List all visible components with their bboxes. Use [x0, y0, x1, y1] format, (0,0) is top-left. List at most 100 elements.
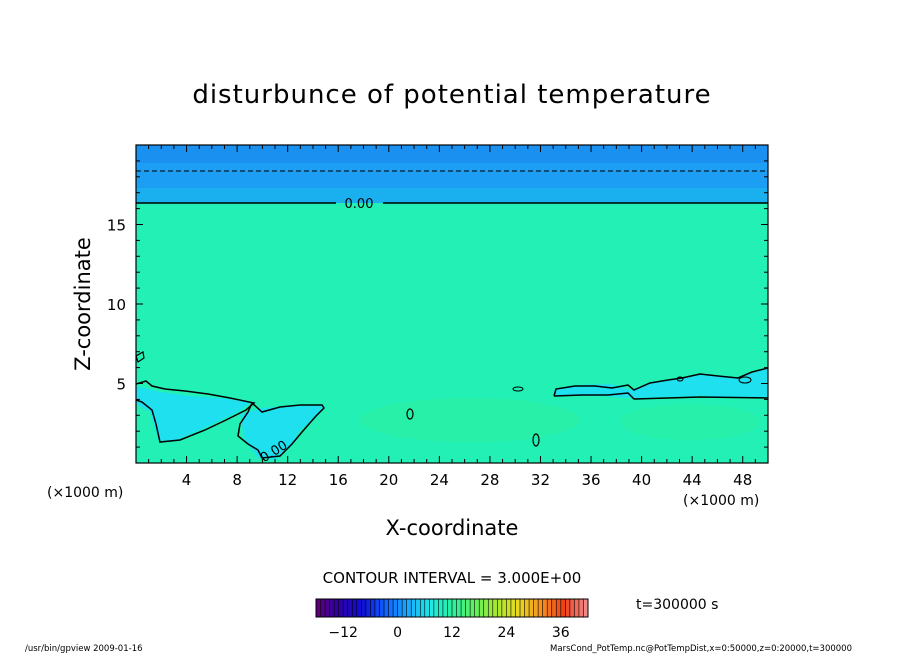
colorbar-segment: [420, 599, 426, 617]
colorbar-segment: [393, 599, 398, 617]
warm-patch-right: [620, 404, 760, 440]
colorbar-tick-label: −12: [328, 625, 358, 641]
contour-right: [553, 367, 768, 400]
x-tick-label: 32: [531, 471, 550, 489]
colorbar-segment: [384, 599, 389, 617]
colorbar-segment: [347, 599, 353, 617]
x-tick-label: 28: [480, 471, 499, 489]
x-tick-label: 36: [581, 471, 600, 489]
x-tick-label: 4: [182, 471, 192, 489]
x-tick-label: 20: [379, 471, 398, 489]
colorbar-segment: [424, 599, 430, 617]
colorbar: [315, 599, 589, 617]
colorbar-segment: [551, 599, 557, 617]
plot-field: [136, 145, 768, 463]
colorbar-segment: [361, 599, 367, 617]
colorbar-tick-label: 36: [552, 625, 570, 641]
x-tick-label: 24: [430, 471, 449, 489]
contour-ring-b: [532, 433, 540, 447]
colorbar-segment: [406, 599, 412, 617]
colorbar-ticks: −12 0 12 24 36: [328, 625, 569, 641]
y-axis-label: Z-coordinate: [71, 237, 95, 371]
colorbar-segment: [479, 599, 485, 617]
x-unit-label: (×1000 m): [683, 493, 759, 509]
x-tick-labels: 4 8 12 16 20 24 28 32 36 40 44 48: [182, 471, 752, 489]
x-tick-label: 40: [632, 471, 651, 489]
colorbar-segment: [316, 599, 321, 617]
colorbar-segment: [388, 599, 394, 617]
colorbar-segment: [438, 599, 444, 617]
colorbar-segment: [334, 599, 339, 617]
colorbar-segment: [411, 599, 417, 617]
colorbar-segment: [520, 599, 525, 617]
x-axis-label: X-coordinate: [386, 516, 519, 540]
colorbar-segment: [578, 599, 584, 617]
x-tick-label: 44: [683, 471, 702, 489]
contour-middle: [237, 401, 325, 459]
colorbar-segment: [533, 599, 539, 617]
y-tick-label: 5: [116, 376, 126, 394]
colorbar-segment: [343, 599, 349, 617]
tick-marks: [136, 145, 768, 463]
upper-band-lower: [136, 188, 768, 203]
colorbar-segment: [538, 599, 543, 617]
colorbar-segment: [352, 599, 358, 617]
colorbar-segment: [556, 599, 562, 617]
colorbar-segment: [474, 599, 480, 617]
colorbar-segment: [565, 599, 571, 617]
time-label: t=300000 s: [636, 597, 718, 613]
colorbar-segment: [506, 599, 512, 617]
x-tick-label: 8: [232, 471, 242, 489]
y-tick-label: 10: [107, 296, 126, 314]
colorbar-segment: [379, 599, 385, 617]
colorbar-tick-label: 24: [497, 625, 515, 641]
y-tick-labels: 5 10 15: [107, 217, 126, 394]
colorbar-tick-label: 0: [393, 625, 402, 641]
contour-left: [136, 380, 256, 443]
colorbar-segment: [465, 599, 471, 617]
colorbar-segment: [433, 599, 439, 617]
colorbar-frame: [315, 598, 589, 618]
y-tick-label: 15: [107, 217, 126, 235]
colorbar-segment: [542, 599, 548, 617]
colorbar-segment: [325, 599, 330, 617]
contour-interval-label: CONTOUR INTERVAL = 3.000E+00: [323, 569, 582, 587]
contour-ring-c: [512, 386, 524, 392]
colorbar-segment: [442, 599, 448, 617]
colorbar-segment: [569, 599, 575, 617]
colorbar-segment: [447, 599, 453, 617]
colorbar-segment: [365, 599, 371, 617]
colorbar-segment: [583, 599, 589, 617]
colorbar-segment: [497, 599, 503, 617]
contour-label-top: 0.00: [345, 197, 374, 212]
chart-title: disturbunce of potential temperature: [192, 80, 711, 110]
colorbar-segment: [320, 599, 326, 617]
footer-left: /usr/bin/gpview 2009-01-16: [25, 644, 143, 654]
colorbar-tick-label: 12: [443, 625, 461, 641]
colorbar-segment: [452, 599, 457, 617]
colorbar-segment: [338, 599, 344, 617]
contour-ring-e: [738, 376, 752, 384]
warm-patch: [360, 398, 580, 442]
colorbar-segment: [524, 599, 530, 617]
colorbar-segment: [483, 599, 489, 617]
colorbar-segment: [510, 599, 516, 617]
colorbar-segment: [429, 599, 435, 617]
colorbar-segment: [547, 599, 553, 617]
footer-right: MarsCond_PotTemp.nc@PotTempDist,x=0:5000…: [550, 644, 852, 654]
colorbar-segment: [456, 599, 462, 617]
contour-ring-d: [676, 376, 684, 382]
colorbar-segment: [470, 599, 475, 617]
colorbar-segment: [402, 599, 407, 617]
colorbar-segment: [329, 599, 335, 617]
contour-ring-a: [406, 408, 414, 420]
colorbar-segment: [574, 599, 580, 617]
x-tick-label: 48: [733, 471, 752, 489]
cold-region-right: [554, 368, 768, 398]
colorbar-segment: [370, 599, 376, 617]
colorbar-segment: [501, 599, 507, 617]
colorbar-segment: [415, 599, 421, 617]
colorbar-segment: [488, 599, 494, 617]
z-unit-label: (×1000 m): [47, 485, 123, 501]
